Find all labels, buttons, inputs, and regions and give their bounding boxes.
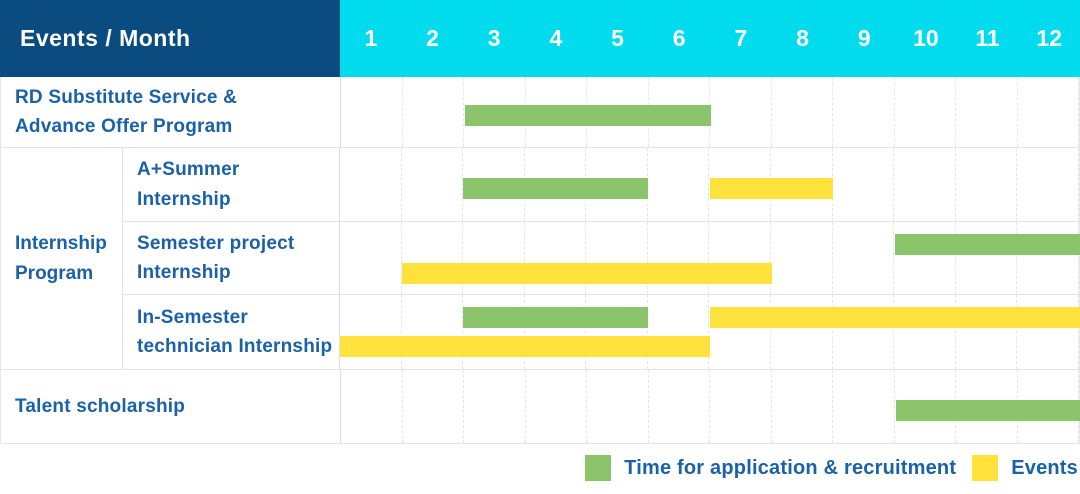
grid-cell <box>1017 295 1079 369</box>
table-row: RD Substitute Service & Advance Offer Pr… <box>1 77 1080 147</box>
grid-cell <box>709 222 772 294</box>
month-label: 2 <box>426 25 439 51</box>
grid-cell <box>525 222 587 294</box>
grid-cell <box>403 370 465 443</box>
table-row: In-Semester technician Internship <box>123 294 1080 369</box>
grid-cell <box>340 148 402 221</box>
yellow-gantt-bar <box>401 263 772 284</box>
green-gantt-bar <box>896 399 1080 421</box>
table-body: RD Substitute Service & Advance Offer Pr… <box>0 77 1080 444</box>
grid-cell <box>833 148 895 221</box>
gantt-grid <box>340 370 1080 443</box>
table-row: Talent scholarship <box>1 369 1080 443</box>
grid-cell <box>956 148 1018 221</box>
grid-cell <box>586 222 648 294</box>
yellow-gantt-bar <box>340 336 710 357</box>
grid-cell <box>894 148 956 221</box>
gantt-grid <box>339 295 1080 369</box>
legend-label-application: Time for application & recruitment <box>624 456 957 479</box>
grid-cell <box>402 148 464 221</box>
grid-cell <box>956 295 1018 369</box>
grid-cell <box>772 77 834 147</box>
yellow-gantt-bar <box>710 307 1080 328</box>
row-label-talent-scholarship: Talent scholarship <box>15 395 186 417</box>
grid-cell <box>1017 222 1079 294</box>
row-label-rd-substitute: RD Substitute Service & Advance Offer Pr… <box>15 86 238 137</box>
month-label: 10 <box>913 25 939 51</box>
month-label: 8 <box>796 25 809 51</box>
grid-cell <box>463 295 525 369</box>
grid-cell <box>833 370 895 443</box>
month-label: 12 <box>1036 25 1063 51</box>
grid-cell <box>709 295 772 369</box>
table-row: A+Summer Internship <box>123 148 1079 221</box>
events-month-header: Events / Month <box>0 0 340 77</box>
grid-cell <box>833 77 895 147</box>
table-row: Semester project Internship <box>123 221 1080 294</box>
grid-cell <box>402 222 464 294</box>
green-gantt-bar <box>463 307 649 328</box>
grid-cell <box>833 222 895 294</box>
yellow-gantt-bar <box>710 177 834 199</box>
green-gantt-bar <box>464 105 712 126</box>
month-label: 7 <box>734 25 748 51</box>
grid-cell <box>894 295 956 369</box>
grid-cell <box>402 295 464 369</box>
legend-label-events: Events <box>1011 456 1078 479</box>
grid-cell <box>1017 148 1079 221</box>
grid-cell <box>649 370 711 443</box>
grid-cell <box>710 77 772 147</box>
month-label: 5 <box>611 25 624 51</box>
grid-cell <box>648 295 710 369</box>
grid-cell <box>340 295 402 369</box>
grid-cell <box>403 77 465 147</box>
grid-cell <box>587 370 649 443</box>
month-label: 3 <box>487 25 501 51</box>
row-label-a-plus-summer: A+Summer Internship <box>137 159 240 210</box>
legend-item-events: Events <box>972 455 1078 481</box>
grid-cell <box>833 295 895 369</box>
grid-cell <box>341 370 403 443</box>
month-label: 4 <box>549 25 563 51</box>
green-swatch-icon <box>585 455 612 481</box>
grid-cell <box>771 222 833 294</box>
grid-cell <box>464 370 526 443</box>
gantt-grid <box>339 222 1080 294</box>
internship-program-group: Internship Program A+Summer Internship S… <box>1 147 1080 369</box>
month-axis: 1 2 3 4 5 6 7 8 9 10 11 12 <box>340 0 1080 77</box>
row-label-semester-project: Semester project Internship <box>137 232 295 283</box>
grid-cell <box>526 370 588 443</box>
row-label-in-semester-technician: In-Semester technician Internship <box>137 306 333 357</box>
group-rows: A+Summer Internship Semester project Int… <box>123 148 1080 369</box>
grid-cell <box>648 222 710 294</box>
grid-cell <box>710 370 772 443</box>
legend-item-application: Time for application & recruitment <box>585 455 956 481</box>
grid-cell <box>772 370 834 443</box>
month-label: 9 <box>857 25 871 51</box>
grid-cell <box>463 222 525 294</box>
grid-cell <box>895 77 957 147</box>
grid-cell <box>894 222 956 294</box>
grid-cell <box>586 295 648 369</box>
grid-cell <box>340 222 402 294</box>
gantt-grid <box>339 148 1079 221</box>
month-label: 6 <box>672 25 686 51</box>
grid-cell <box>956 222 1018 294</box>
grid-cell <box>1018 77 1080 147</box>
grid-cell <box>648 148 710 221</box>
green-gantt-bar <box>895 234 1080 255</box>
gantt-grid <box>340 77 1080 147</box>
table-header: Events / Month 1 2 3 4 5 6 7 8 9 10 11 12 <box>0 0 1080 77</box>
yellow-swatch-icon <box>972 455 999 481</box>
grid-cell <box>525 295 587 369</box>
month-label: 1 <box>364 25 378 51</box>
grid-cell <box>341 77 403 147</box>
group-label-internship-program: Internship Program <box>1 148 123 369</box>
grid-cell <box>771 295 833 369</box>
grid-cell <box>956 77 1018 147</box>
green-gantt-bar <box>463 177 649 199</box>
month-label: 11 <box>975 25 1000 51</box>
legend: Time for application & recruitment Event… <box>0 442 1078 494</box>
